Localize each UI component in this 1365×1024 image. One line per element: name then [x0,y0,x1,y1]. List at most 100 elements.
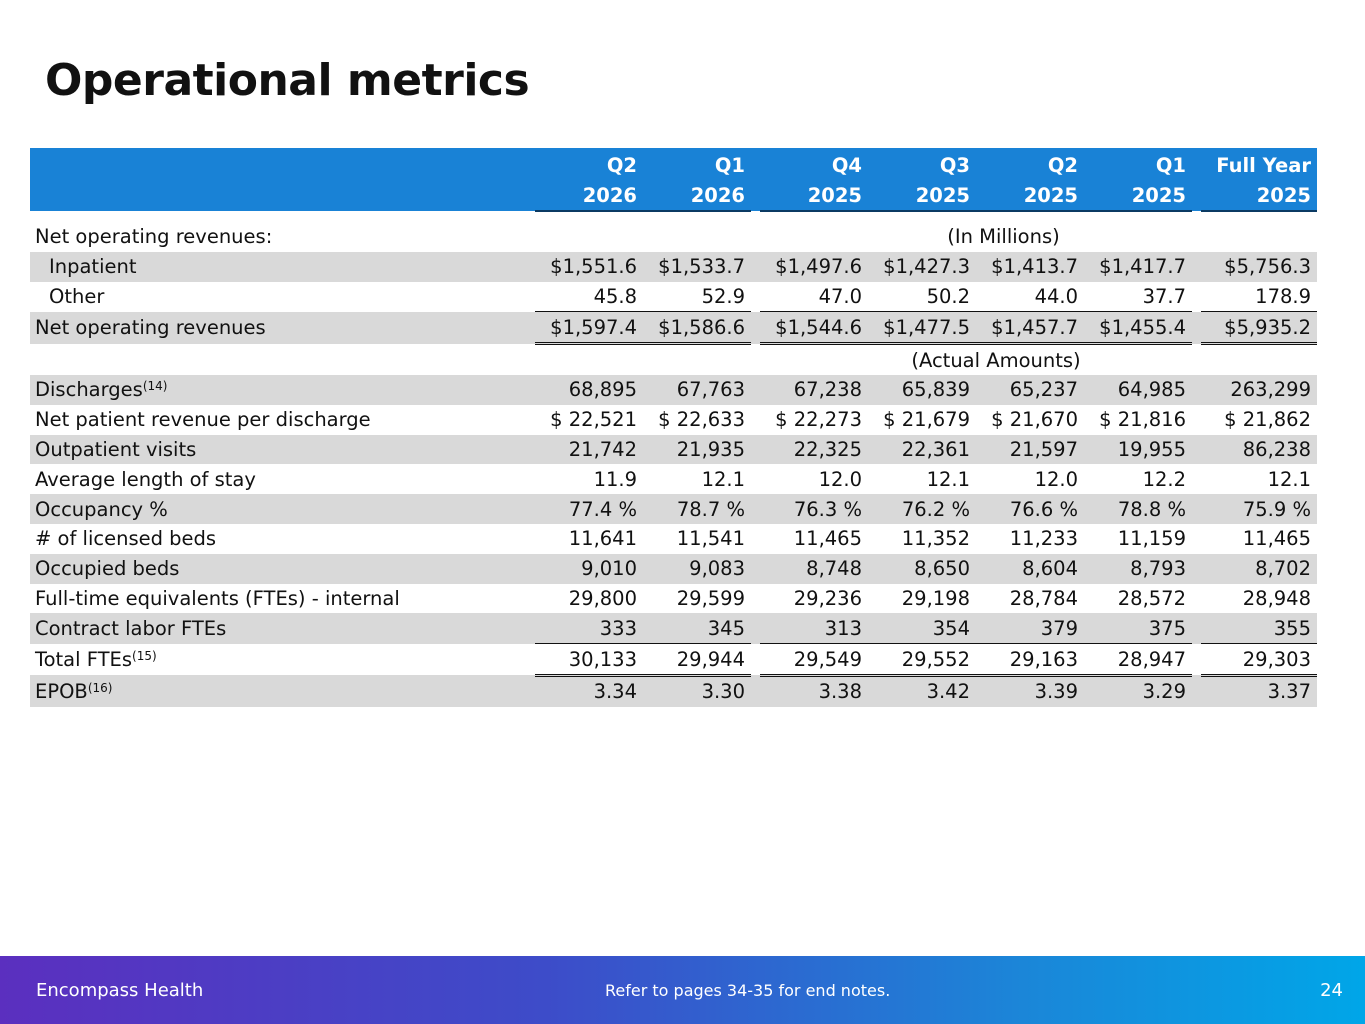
table-row: Outpatient visits 21,742 21,935 22,325 22,36… [30,434,1317,465]
table-cell: $5,756.3 [1201,251,1317,282]
row-label: Net operating revenues: [35,225,273,249]
table-cell: $1,457.7 [976,311,1084,346]
table-header: Q2 Q1 Q4 Q3 Q2 Q1 Full Year 2026 2026 20… [30,148,1317,212]
table-cell: 65,839 [868,374,976,405]
table-cell: 22,361 [868,434,976,465]
table-cell: $5,935.2 [1201,311,1317,346]
end-note-ref: (16) [87,680,113,695]
table-cell: 8,604 [976,553,1084,584]
table-cell: 178.9 [1201,281,1317,313]
col-header-q4-2025: Q4 [831,153,862,177]
row-label: Total FTEs(15) [30,644,535,676]
table-cell: 47.0 [760,281,868,313]
row-label: Inpatient [30,251,535,282]
table-cell: 19,955 [1084,434,1192,465]
table-cell: 76.2 % [868,494,976,524]
table-cell: 263,299 [1201,374,1317,405]
table-cell: $1,551.6 [535,251,643,282]
table-cell: 50.2 [868,281,976,313]
row-label-text: Occupied beds [35,557,180,581]
row-label: Discharges(14) [30,374,535,405]
col-header-q1-2025: Q1 [1155,153,1186,177]
table-cell: 78.8 % [1084,494,1192,524]
table-cell: 3.29 [1084,673,1192,707]
table-cell: 12.1 [1267,467,1311,491]
row-label: Net patient revenue per discharge [30,405,535,435]
table-cell: $1,586.6 [643,311,751,346]
row-label: # of licensed beds [30,524,535,554]
table-cell: 28,784 [1009,586,1078,610]
table-cell: 12.0 [1034,467,1078,491]
end-note-ref: (15) [132,649,157,664]
row-label: Other [30,282,535,312]
end-note-ref: (14) [142,379,168,394]
table-cell: 67,238 [760,374,868,405]
table-cell: $1,455.4 [1084,311,1192,346]
col-header-q2-2026: Q2 [606,153,637,177]
row-label-text: Average length of stay [35,467,256,491]
table-cell: 21,597 [976,434,1084,465]
table-cell: 12.0 [818,467,862,491]
col-header-full-year-2025: Full Year [1216,153,1311,177]
row-label-text: Outpatient visits [35,437,197,461]
table-cell: $ 21,670 [991,408,1078,432]
table-cell: 3.39 [976,673,1084,707]
table-cell: 12.1 [701,467,745,491]
table-cell: 44.0 [976,281,1084,313]
row-label: Outpatient visits [30,434,535,465]
table-row: Inpatient $1,551.6 $1,533.7 $1,497.6 $1,427.… [30,251,1317,282]
table-row: Net operating revenues: (In Millions) [30,222,1317,252]
operational-metrics-table: Q2 Q1 Q4 Q3 Q2 Q1 Full Year 2026 2026 20… [30,148,1317,707]
col-header-q1-2026: Q1 [714,153,745,177]
table-cell: 28,948 [1242,586,1311,610]
row-label: Net operating revenues [30,311,535,344]
table-cell: 3.34 [535,673,643,707]
table-cell: 354 [868,613,976,645]
table-cell: 3.42 [868,673,976,707]
table-cell: $1,497.6 [760,251,868,282]
units-label: (In Millions) [947,225,1060,249]
table-cell: 333 [535,613,643,645]
table-row: Average length of stay 11.9 12.1 12.0 12.1 12… [30,464,1317,494]
table-cell: 65,237 [976,374,1084,405]
table-row: Other 45.8 52.9 47.0 50.2 44.0 37.7 178.9 [30,281,1317,313]
row-label: Average length of stay [30,464,535,494]
table-cell: 11.9 [593,467,637,491]
table-cell: 68,895 [535,374,643,405]
table-cell: 29,198 [901,586,970,610]
row-label-text: Net operating revenues [35,316,266,340]
table-cell: 29,944 [643,643,751,676]
table-cell: 9,010 [535,553,643,584]
table-row: Total FTEs(15) 30,133 29,944 29,549 29,552 29… [30,643,1317,676]
table-cell: 21,742 [535,434,643,465]
table-cell: 375 [1084,613,1192,645]
table-cell: $1,427.3 [868,251,976,282]
col-year-q2-2026: 2026 [535,180,643,212]
table-row: (Actual Amounts) [30,344,1317,375]
table-cell: $1,477.5 [868,311,976,346]
table-cell: $ 22,521 [550,408,637,432]
table-cell: 29,163 [976,643,1084,676]
table-cell: 29,549 [760,643,868,676]
page-number: 24 [1320,980,1343,1001]
table-row: Net operating revenues $1,597.4 $1,586.6 $1… [30,311,1317,346]
row-label-text: Full-time equivalents (FTEs) - internal [35,586,400,610]
table-row: EPOB(16) 3.34 3.30 3.38 3.42 3.39 3.29 3.37 [30,673,1317,707]
table-cell: 11,465 [793,527,862,551]
table-cell: 8,650 [868,553,976,584]
table-cell: 76.6 % [976,494,1084,524]
table-cell: 11,159 [1117,527,1186,551]
row-label-text: Other [49,285,105,309]
table-cell: 28,572 [1117,586,1186,610]
table-cell: $1,413.7 [976,251,1084,282]
table-cell: 8,748 [760,553,868,584]
row-label: Occupied beds [30,553,535,584]
table-cell: $ 21,816 [1099,408,1186,432]
table-cell: 29,800 [568,586,637,610]
table-cell: 86,238 [1201,434,1317,465]
table-cell: 11,641 [568,527,637,551]
table-cell: 75.9 % [1201,494,1317,524]
table-cell: 64,985 [1084,374,1192,405]
table-cell: 11,541 [676,527,745,551]
footer-bar: Encompass Health Refer to pages 34-35 fo… [0,956,1365,1024]
